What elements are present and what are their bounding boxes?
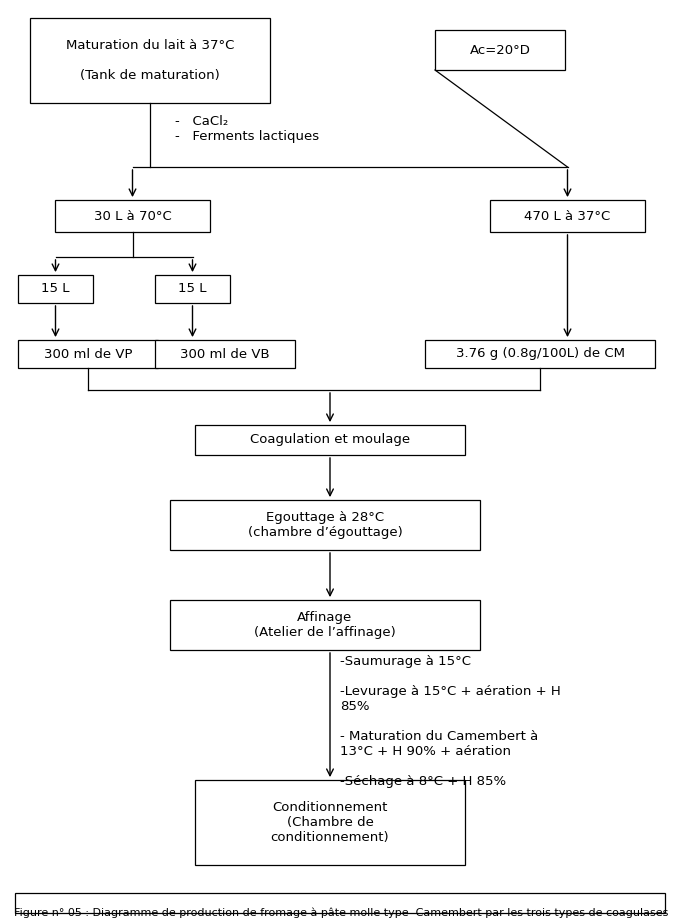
- Bar: [425, 340, 655, 368]
- Bar: [170, 600, 480, 650]
- Text: Affinage
(Atelier de l’affinage): Affinage (Atelier de l’affinage): [254, 611, 396, 639]
- Text: -   CaCl₂
-   Ferments lactiques: - CaCl₂ - Ferments lactiques: [175, 115, 319, 143]
- Text: Ac=20°D: Ac=20°D: [470, 43, 531, 56]
- Text: Coagulation et moulage: Coagulation et moulage: [250, 434, 410, 447]
- Bar: [195, 780, 465, 865]
- Bar: [18, 340, 158, 368]
- Bar: [18, 275, 93, 303]
- Text: Figure n° 05 : Diagramme de production de fromage à pâte molle type  Camembert p: Figure n° 05 : Diagramme de production d…: [14, 907, 668, 917]
- Text: 30 L à 70°C: 30 L à 70°C: [93, 210, 171, 222]
- Bar: [195, 425, 465, 455]
- Text: -Saumurage à 15°C

-Levurage à 15°C + aération + H
85%

- Maturation du Camember: -Saumurage à 15°C -Levurage à 15°C + aér…: [340, 655, 561, 788]
- Text: 3.76 g (0.8g/100L) de CM: 3.76 g (0.8g/100L) de CM: [456, 347, 625, 360]
- Bar: [155, 275, 230, 303]
- Text: 300 ml de VB: 300 ml de VB: [180, 347, 270, 360]
- Bar: [435, 30, 565, 70]
- Bar: [155, 340, 295, 368]
- Text: Conditionnement
(Chambre de
conditionnement): Conditionnement (Chambre de conditionnem…: [271, 801, 389, 844]
- Bar: [15, 893, 665, 913]
- Text: 300 ml de VP: 300 ml de VP: [44, 347, 132, 360]
- Bar: [170, 500, 480, 550]
- Bar: [55, 200, 210, 232]
- Text: 15 L: 15 L: [41, 282, 70, 296]
- Text: 15 L: 15 L: [178, 282, 207, 296]
- Text: Maturation du lait à 37°C

(Tank de maturation): Maturation du lait à 37°C (Tank de matur…: [65, 39, 234, 82]
- Text: Egouttage à 28°C
(chambre d’égouttage): Egouttage à 28°C (chambre d’égouttage): [248, 511, 402, 539]
- Bar: [30, 18, 270, 103]
- Text: 470 L à 37°C: 470 L à 37°C: [524, 210, 610, 222]
- Bar: [490, 200, 645, 232]
